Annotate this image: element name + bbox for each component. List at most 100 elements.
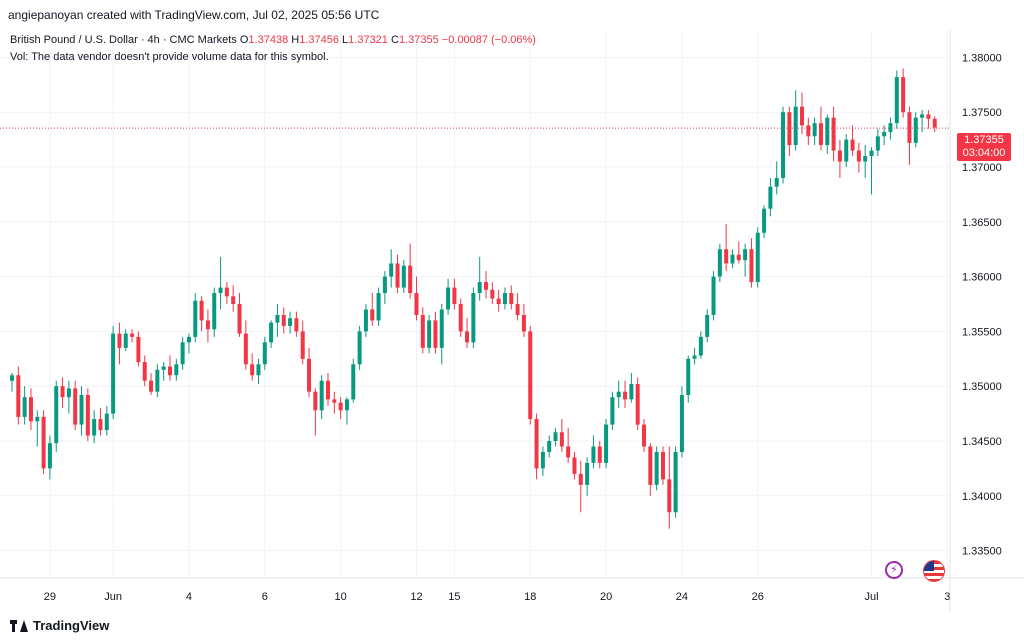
candle-up [755, 232, 760, 283]
candle-down [224, 287, 229, 297]
us-flag-icon[interactable] [923, 560, 945, 582]
close-label: C [390, 34, 399, 46]
candle-up [692, 355, 697, 359]
x-tick-label: 10 [335, 591, 347, 603]
candle-down [907, 112, 912, 143]
candle-down [648, 446, 653, 485]
x-tick-label: 26 [752, 591, 764, 603]
x-tick-label: 20 [600, 591, 612, 603]
candle-up [363, 309, 368, 332]
candle-down [642, 424, 646, 447]
candle-up [427, 320, 432, 348]
candle-up [844, 139, 849, 162]
candle-up [686, 358, 691, 395]
candle-up [920, 114, 925, 118]
open-value: 1.37438 [248, 34, 289, 46]
candle-up [351, 364, 356, 400]
candle-up [913, 117, 918, 143]
candle-up [111, 333, 116, 414]
y-tick-label: 1.37000 [962, 162, 1002, 174]
candle-up [894, 77, 899, 124]
candle-down [452, 287, 457, 304]
candle-down [395, 263, 400, 288]
tradingview-logo-icon [10, 619, 28, 632]
candle-down [566, 446, 571, 458]
candle-up [262, 342, 267, 365]
symbol-title[interactable]: British Pound / U.S. Dollar · 4h · CMC M… [10, 34, 237, 46]
candle-up [762, 208, 767, 233]
candle-down [307, 358, 312, 392]
candle-up [439, 309, 444, 348]
candle-down [724, 249, 729, 264]
candle-up [730, 254, 735, 264]
candle-up [54, 386, 59, 444]
candle-up [66, 388, 71, 398]
candle-down [635, 384, 640, 425]
candle-down [332, 399, 337, 403]
candle-down [149, 380, 154, 392]
lightning-icon[interactable]: ⚡ [885, 561, 903, 579]
candle-down [73, 388, 78, 425]
candle-down [521, 314, 526, 332]
candle-up [502, 293, 507, 304]
candle-down [623, 391, 628, 400]
candle-up [47, 443, 52, 469]
candle-down [300, 331, 305, 359]
low-value: 1.37321 [348, 34, 388, 46]
candle-down [528, 331, 533, 420]
candle-up [193, 300, 198, 337]
candle-down [16, 375, 21, 417]
candle-up [547, 441, 552, 452]
candle-down [534, 419, 539, 469]
candle-down [901, 77, 906, 113]
x-tick-label: 4 [186, 591, 192, 603]
candlestick-chart[interactable]: 1.38000 1.37500 1.37000 1.36500 1.36000 1.355… [0, 30, 1024, 612]
candle-up [256, 364, 261, 376]
candle-up [717, 249, 722, 277]
candle-down [41, 416, 46, 469]
candle-up [882, 131, 887, 137]
top-bar: angiepanoyan created with TradingView.co… [0, 0, 1024, 30]
x-tick-label: 15 [448, 591, 460, 603]
candle-up [781, 112, 786, 178]
candle-up [186, 336, 191, 343]
candle-up [92, 419, 97, 436]
last-price-value: 1.37355 [964, 134, 1004, 146]
candle-down [559, 432, 564, 447]
candle-up [812, 123, 817, 137]
x-tick-label: Jul [864, 591, 878, 603]
close-value: 1.37355 [398, 34, 439, 46]
candle-up [825, 117, 830, 146]
candle-down [856, 150, 861, 162]
tradingview-logo[interactable]: TradingView [10, 618, 109, 633]
candle-up [269, 322, 274, 343]
candle-down [850, 139, 855, 151]
y-tick-label: 1.37500 [962, 107, 1002, 119]
candle-up [863, 156, 868, 162]
candle-up [743, 249, 748, 261]
candle-down [465, 331, 470, 343]
candle-up [540, 451, 545, 469]
candle-down [597, 446, 602, 463]
candle-up [673, 451, 678, 513]
candle-up [616, 391, 621, 398]
candle-down [578, 473, 583, 485]
candle-down [136, 336, 141, 363]
candle-down [326, 380, 330, 400]
candle-down [338, 402, 343, 411]
candle-up [591, 446, 596, 463]
x-tick-label: 12 [410, 591, 422, 603]
candle-down [818, 123, 823, 146]
candle-up [344, 399, 349, 411]
candle-down [237, 304, 242, 334]
candle-up [446, 287, 451, 310]
candle-down [294, 318, 299, 332]
candle-up [10, 375, 14, 381]
x-tick-label: 6 [262, 591, 268, 603]
candle-down [250, 364, 255, 376]
y-tick-label: 1.33500 [962, 546, 1002, 558]
ohlc-legend: British Pound / U.S. Dollar · 4h · CMC M… [10, 34, 536, 46]
x-tick-label: 24 [676, 591, 688, 603]
candle-up [477, 282, 482, 294]
y-tick-label: 1.36500 [962, 217, 1002, 229]
